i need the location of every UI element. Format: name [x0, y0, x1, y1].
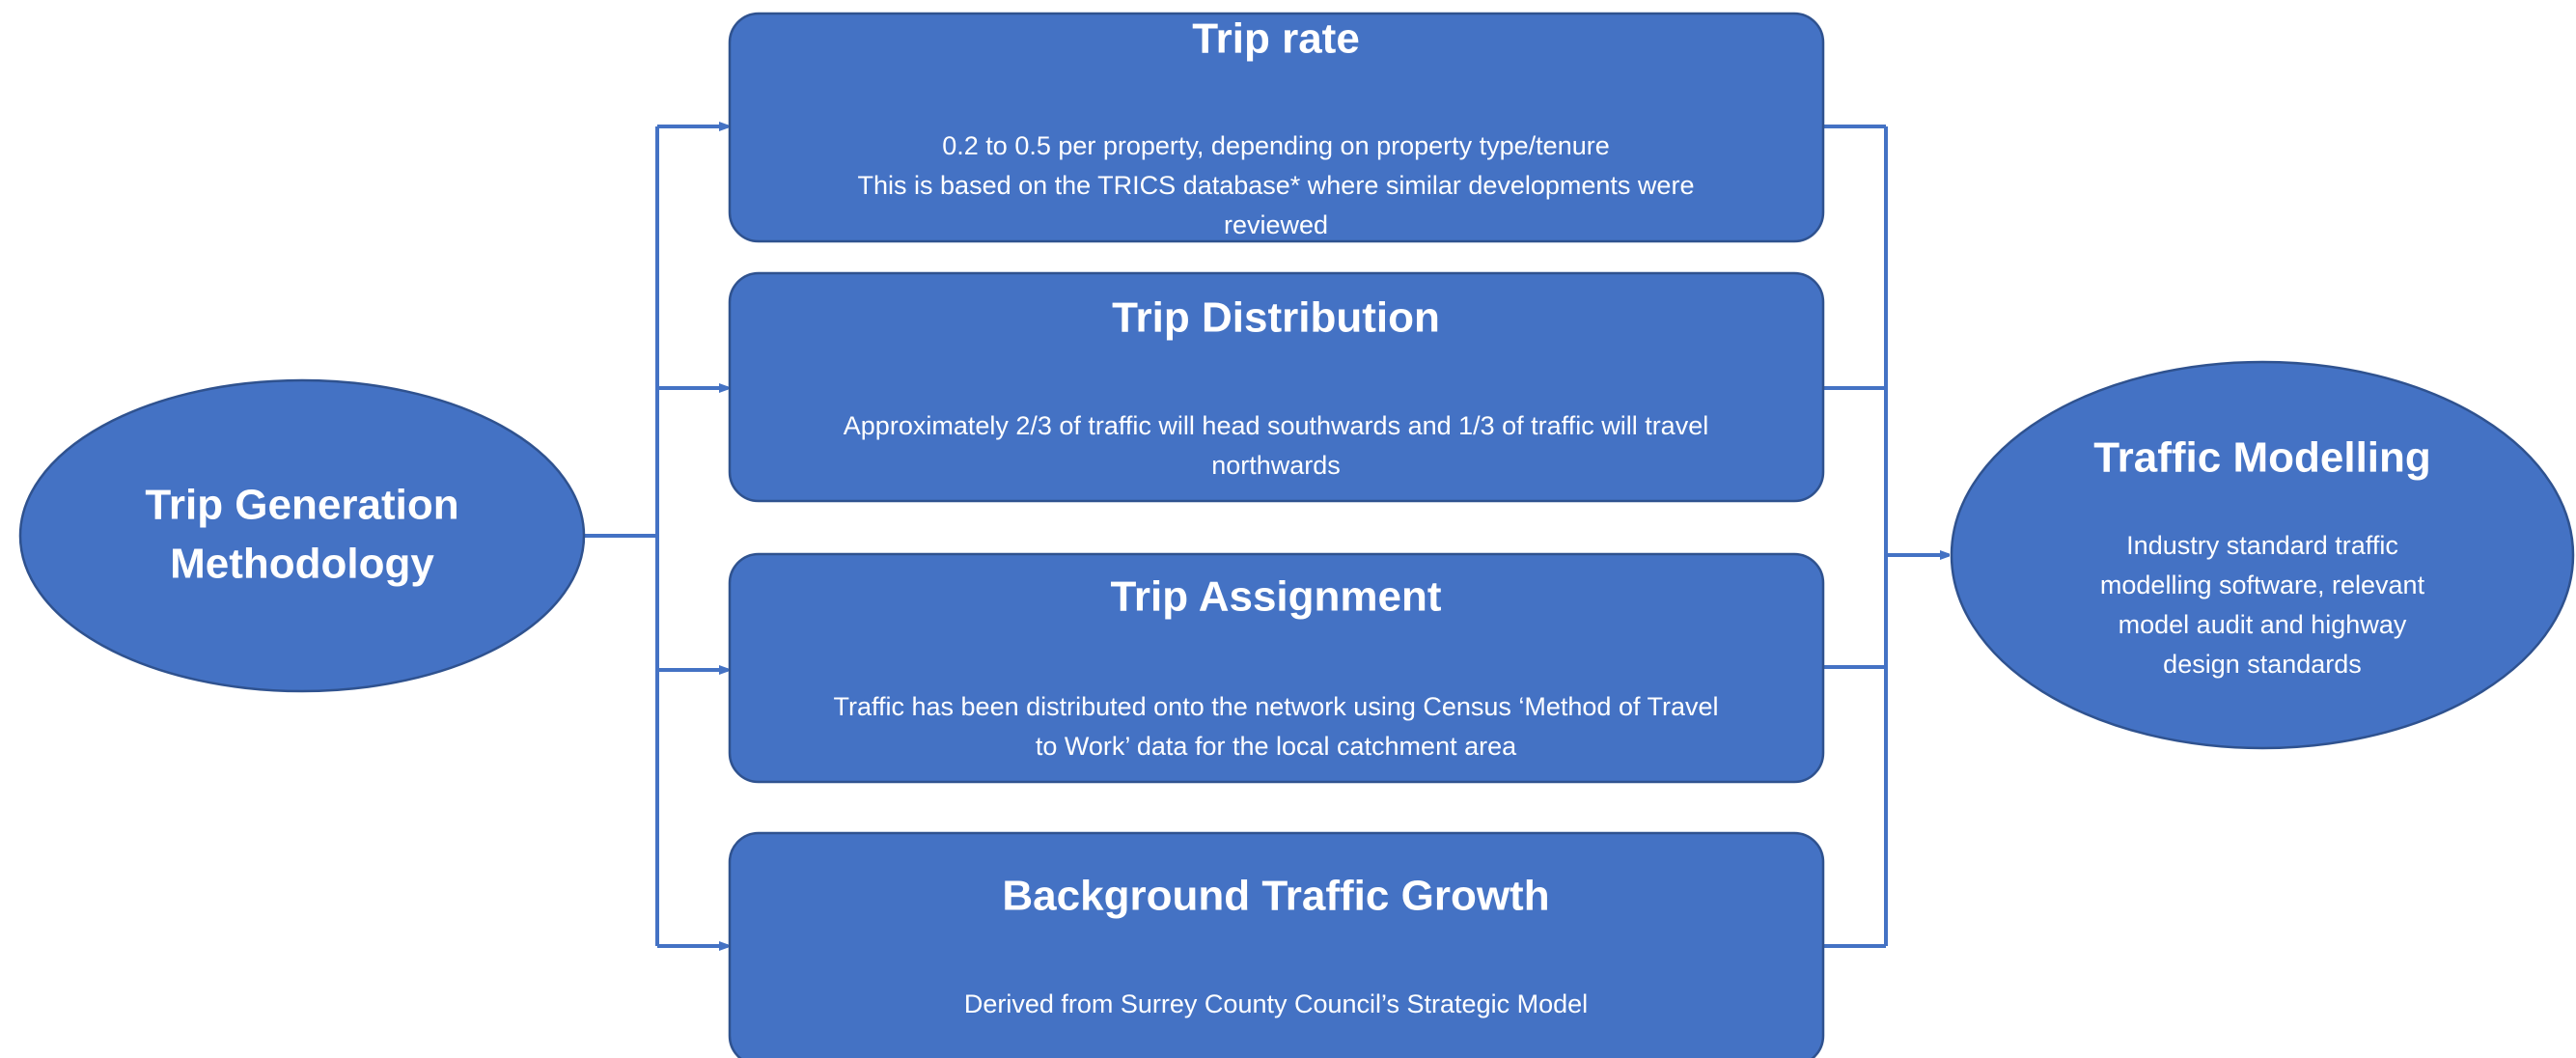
target-body: design standards [2163, 650, 2362, 679]
step-box [728, 552, 1825, 784]
step-body: This is based on the TRICS database* whe… [858, 171, 1695, 200]
step-body: northwards [1211, 451, 1341, 480]
source-label: Trip Generation [145, 482, 458, 529]
step-body: Traffic has been distributed onto the ne… [833, 692, 1718, 721]
step-title: Trip Assignment [1110, 573, 1441, 621]
step-body: reviewed [1224, 210, 1328, 239]
target-ellipse [1950, 360, 2575, 750]
step-box [728, 271, 1825, 503]
step-box [728, 12, 1825, 243]
step-title: Trip Distribution [1112, 294, 1440, 342]
target-title: Traffic Modelling [2093, 434, 2431, 482]
step-body: to Work’ data for the local catchment ar… [1036, 732, 1517, 761]
step-body: Derived from Surrey County Council’s Str… [964, 989, 1588, 1018]
step-title: Trip rate [1192, 15, 1360, 63]
source-ellipse [18, 378, 586, 693]
step-title: Background Traffic Growth [1002, 873, 1549, 920]
connectors [585, 126, 1949, 946]
connector [1823, 125, 1886, 948]
step-box [728, 831, 1825, 1058]
target-body: model audit and highway [2119, 610, 2407, 639]
source-label: Methodology [170, 541, 434, 588]
step-body: 0.2 to 0.5 per property, depending on pr… [942, 131, 1609, 160]
step-body: Approximately 2/3 of traffic will head s… [844, 411, 1708, 440]
target-body: Industry standard traffic [2126, 531, 2398, 560]
target-body: modelling software, relevant [2100, 571, 2425, 599]
